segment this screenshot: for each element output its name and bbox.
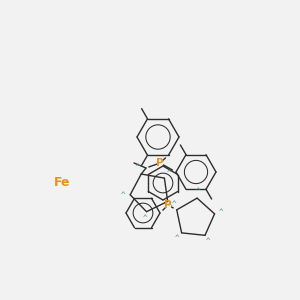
Text: ^: ^ [121, 191, 126, 200]
Text: ^: ^ [143, 214, 148, 223]
Text: ^: ^ [175, 234, 179, 243]
Text: P: P [156, 158, 164, 168]
Text: ^: ^ [196, 187, 200, 196]
Text: P: P [164, 200, 172, 210]
Text: ^: ^ [167, 169, 172, 178]
Text: ^: ^ [136, 163, 140, 172]
Text: ^: ^ [219, 208, 224, 217]
Text: ^: ^ [172, 200, 176, 209]
Text: ^: ^ [206, 237, 211, 246]
Text: ^: ^ [168, 202, 172, 211]
Text: Fe: Fe [54, 176, 70, 188]
